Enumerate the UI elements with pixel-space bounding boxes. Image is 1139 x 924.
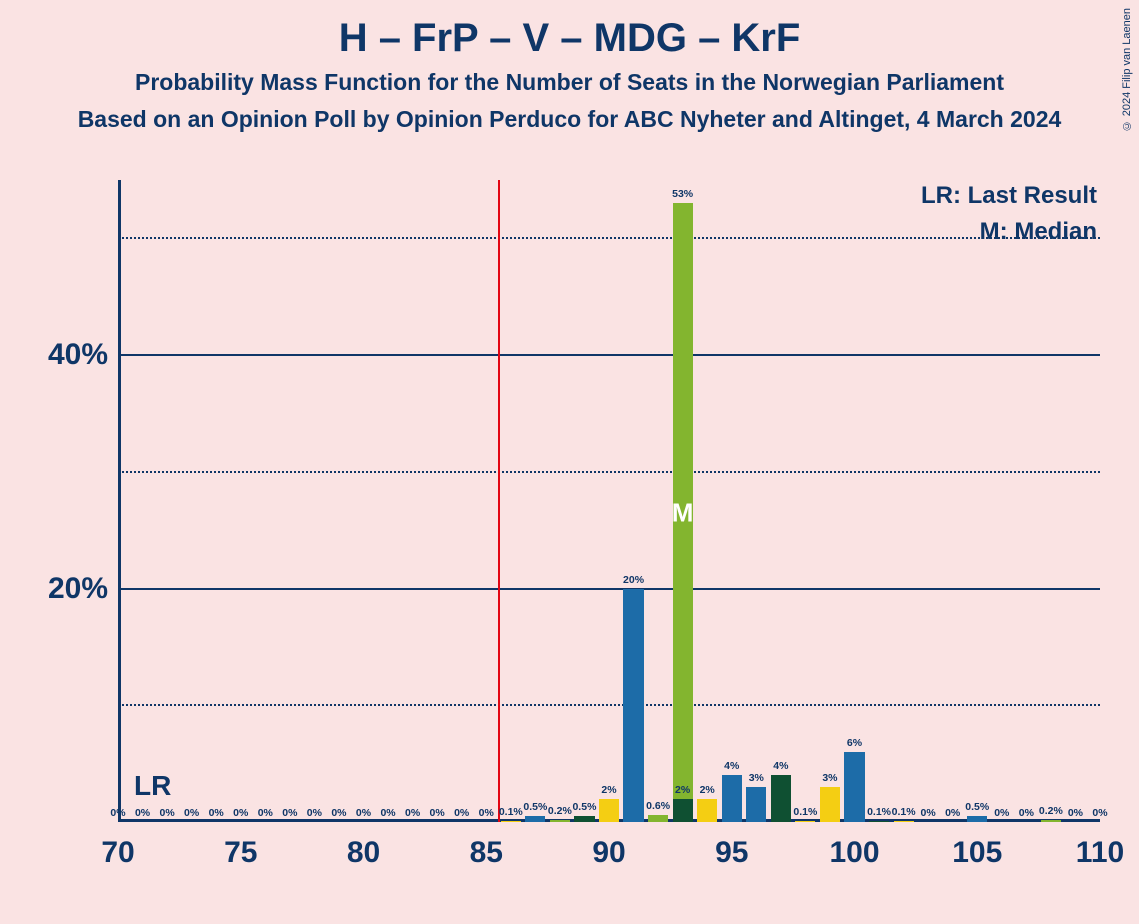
bar-value-label: 4% bbox=[773, 760, 788, 772]
gridline-minor bbox=[118, 237, 1100, 239]
x-tick-label: 100 bbox=[829, 836, 879, 870]
bar bbox=[525, 816, 545, 822]
x-tick-label: 110 bbox=[1076, 836, 1124, 870]
bar-value-label: 53% bbox=[672, 188, 693, 200]
x-tick-label: 105 bbox=[952, 836, 1002, 870]
last-result-label: LR bbox=[134, 770, 171, 802]
bar-value-label: 0% bbox=[282, 807, 297, 819]
bar-value-label: 4% bbox=[724, 760, 739, 772]
bar bbox=[894, 821, 914, 822]
bar-value-label: 0.5% bbox=[572, 801, 596, 813]
bar-value-label: 0% bbox=[233, 807, 248, 819]
bar-value-label: 0% bbox=[209, 807, 224, 819]
copyright-text: © 2024 Filip van Laenen bbox=[1121, 8, 1133, 131]
bar bbox=[648, 815, 668, 822]
chart-title: H – FrP – V – MDG – KrF bbox=[0, 0, 1139, 61]
bar-value-label: 0.1% bbox=[499, 806, 523, 818]
bar bbox=[795, 821, 815, 822]
bar bbox=[967, 816, 987, 822]
bar bbox=[1041, 820, 1061, 822]
bar bbox=[574, 816, 594, 822]
chart-subtitle: Probability Mass Function for the Number… bbox=[0, 69, 1139, 96]
bar-value-label: 0% bbox=[356, 807, 371, 819]
chart-plot-area: 20%40%707580859095100105110LR53%0%0%0%0%… bbox=[118, 180, 1100, 822]
bar-value-label: 0% bbox=[184, 807, 199, 819]
x-tick-label: 75 bbox=[224, 836, 257, 870]
bar-value-label: 0% bbox=[994, 807, 1009, 819]
bar-value-label: 3% bbox=[822, 772, 837, 784]
bar-value-label: 0% bbox=[454, 807, 469, 819]
bar-value-label: 0% bbox=[945, 807, 960, 819]
bar-value-label: 0.5% bbox=[523, 801, 547, 813]
bar bbox=[746, 787, 766, 822]
bar-value-label: 0% bbox=[307, 807, 322, 819]
y-tick-label: 20% bbox=[28, 572, 108, 606]
bar bbox=[820, 787, 840, 822]
bar bbox=[550, 820, 570, 822]
bar-value-label: 0.2% bbox=[1039, 805, 1063, 817]
bar bbox=[844, 752, 864, 822]
bar bbox=[599, 799, 619, 822]
bar bbox=[623, 589, 643, 822]
bar-value-label: 2% bbox=[700, 784, 715, 796]
bar-value-label: 0% bbox=[405, 807, 420, 819]
y-axis bbox=[118, 180, 121, 822]
bar-value-label: 0.1% bbox=[793, 806, 817, 818]
bar-value-label: 0% bbox=[921, 807, 936, 819]
bar bbox=[501, 821, 521, 822]
bar-value-label: 0.6% bbox=[646, 800, 670, 812]
bar-value-label: 6% bbox=[847, 737, 862, 749]
bar-value-label: 0% bbox=[135, 807, 150, 819]
y-tick-label: 40% bbox=[28, 338, 108, 372]
chart-subtitle-2: Based on an Opinion Poll by Opinion Perd… bbox=[0, 106, 1139, 133]
gridline-major bbox=[118, 354, 1100, 356]
bar bbox=[697, 799, 717, 822]
bar-value-label: 0% bbox=[430, 807, 445, 819]
x-tick-label: 95 bbox=[715, 836, 748, 870]
bar bbox=[869, 821, 889, 822]
bar bbox=[673, 799, 693, 822]
bar-value-label: 0% bbox=[258, 807, 273, 819]
bar bbox=[722, 775, 742, 822]
bar-value-label: 0.1% bbox=[867, 806, 891, 818]
bar-value-label: 0.1% bbox=[892, 806, 916, 818]
bar-value-label: 0% bbox=[479, 807, 494, 819]
bar-value-label: 0.2% bbox=[548, 805, 572, 817]
x-tick-label: 70 bbox=[101, 836, 134, 870]
bar-value-label: 0% bbox=[1092, 807, 1107, 819]
bar-value-label: 2% bbox=[675, 784, 690, 796]
x-tick-label: 85 bbox=[470, 836, 503, 870]
bar-value-label: 0% bbox=[380, 807, 395, 819]
x-tick-label: 90 bbox=[592, 836, 625, 870]
median-marker: M bbox=[672, 497, 694, 528]
bar bbox=[771, 775, 791, 822]
bar-value-label: 0% bbox=[1019, 807, 1034, 819]
bar-value-label: 3% bbox=[749, 772, 764, 784]
bar-value-label: 0% bbox=[160, 807, 175, 819]
bar-value-label: 0.5% bbox=[965, 801, 989, 813]
gridline-major bbox=[118, 588, 1100, 590]
x-tick-label: 80 bbox=[347, 836, 380, 870]
bar-value-label: 0% bbox=[1068, 807, 1083, 819]
last-result-line bbox=[498, 180, 500, 822]
gridline-minor bbox=[118, 471, 1100, 473]
bar-value-label: 0% bbox=[331, 807, 346, 819]
bar-value-label: 2% bbox=[601, 784, 616, 796]
gridline-minor bbox=[118, 704, 1100, 706]
bar-value-label: 20% bbox=[623, 574, 644, 586]
bar-value-label: 0% bbox=[110, 807, 125, 819]
